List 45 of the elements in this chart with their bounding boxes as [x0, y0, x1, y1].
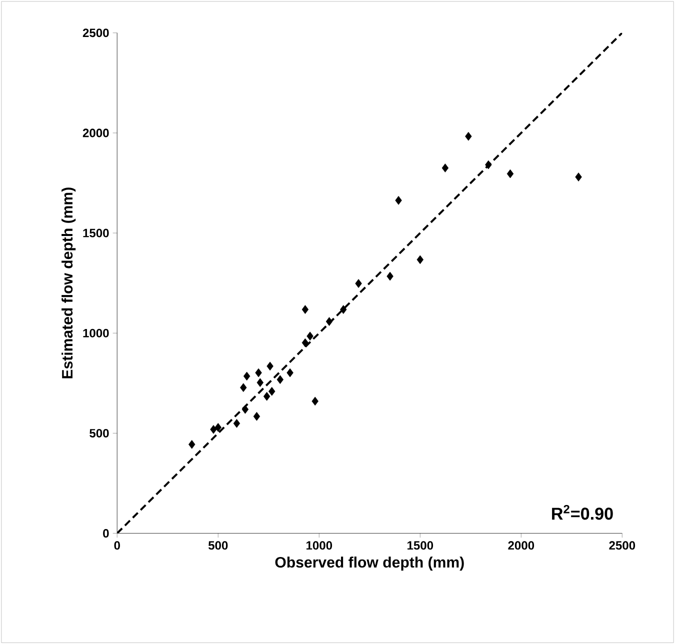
point: [355, 279, 362, 288]
x-axis-title: Observed flow depth (mm): [275, 556, 464, 571]
y-tick-label: 0: [103, 528, 109, 538]
point: [302, 338, 309, 348]
point: [210, 424, 217, 434]
point: [240, 383, 247, 392]
x-tick-label: 1500: [407, 541, 434, 550]
point: [255, 368, 262, 378]
x-tick-label: 2500: [609, 541, 636, 550]
y-tick-label: 1500: [83, 228, 109, 238]
point: [214, 422, 222, 432]
x-tick-label: 2000: [508, 541, 534, 550]
point: [326, 317, 333, 326]
point: [465, 132, 472, 141]
point: [340, 305, 347, 314]
point: [442, 163, 449, 172]
point: [233, 418, 240, 428]
y-axis-title: Estimated flow depth (mm): [62, 188, 76, 378]
point: [302, 305, 309, 314]
point: [395, 196, 402, 205]
x-tick-label: 0: [114, 541, 120, 550]
point: [286, 368, 294, 378]
x-tick-label: 500: [208, 541, 228, 550]
point: [312, 396, 318, 406]
y-tick-label: 2500: [82, 28, 109, 38]
point: [188, 440, 196, 449]
point: [266, 362, 274, 371]
x-tick-label: 1000: [306, 541, 332, 550]
point: [243, 372, 250, 381]
point: [506, 169, 514, 178]
y-tick-label: 2000: [82, 128, 109, 138]
point: [575, 172, 582, 182]
y-tick-label: 1000: [83, 328, 109, 338]
point: [268, 386, 276, 396]
point: [242, 404, 249, 414]
point: [256, 378, 264, 387]
point: [263, 392, 270, 401]
point: [386, 272, 394, 281]
point: [416, 255, 424, 264]
y-tick-label: 500: [90, 428, 109, 438]
point: [276, 375, 284, 384]
point: [306, 332, 314, 340]
point: [485, 160, 492, 170]
point: [253, 412, 260, 421]
annotation: R$^{2}$=0.90: [552, 504, 613, 520]
